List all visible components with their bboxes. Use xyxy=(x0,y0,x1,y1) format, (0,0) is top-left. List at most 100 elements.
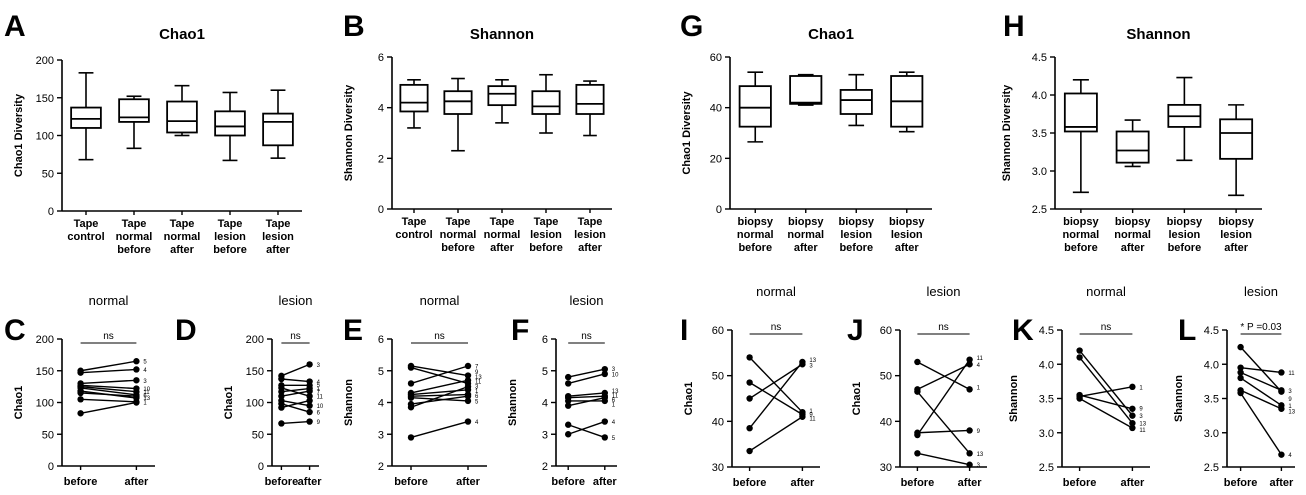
pair-line xyxy=(1079,386,1133,398)
x-tick-label: normal xyxy=(787,229,824,241)
y-axis-label: Chao1 xyxy=(851,382,863,416)
pair-line xyxy=(568,395,605,399)
x-tick-label: Tape xyxy=(402,216,427,228)
chart-title: normal xyxy=(89,293,129,308)
point-after xyxy=(1129,412,1136,419)
point-after xyxy=(464,418,472,425)
box-iqr xyxy=(1115,130,1150,164)
y-tick-label: 5 xyxy=(378,366,384,378)
box-iqr xyxy=(789,75,823,105)
point-before xyxy=(746,424,753,432)
point-before xyxy=(1237,389,1244,397)
sample-label: 10 xyxy=(612,372,619,378)
point-after xyxy=(601,365,608,373)
point-after xyxy=(1129,424,1136,432)
y-axis-label: Shannon xyxy=(507,379,519,426)
y-tick-label: 3.5 xyxy=(1032,128,1047,140)
box-iqr xyxy=(262,112,294,147)
box-2 xyxy=(118,95,150,150)
box-3 xyxy=(166,84,198,137)
point-after xyxy=(966,386,973,393)
x-tick-label: lesion xyxy=(262,231,294,243)
significance-label: ns xyxy=(581,331,592,342)
pair-6 xyxy=(278,387,313,400)
panel-letter-d: D xyxy=(175,314,197,347)
sample-label: 1 xyxy=(143,400,147,406)
pair-4 xyxy=(407,377,472,397)
y-tick-label: 0 xyxy=(48,206,54,218)
box-4 xyxy=(1219,104,1254,197)
pair-line xyxy=(80,401,137,414)
y-tick-label: 100 xyxy=(246,398,264,410)
pair-line xyxy=(1240,389,1282,410)
sample-label: 7 xyxy=(317,390,321,396)
sample-label: 1 xyxy=(977,386,981,392)
pair-2 xyxy=(77,366,140,376)
y-tick-label: 40 xyxy=(710,103,722,115)
pair-line xyxy=(916,359,971,436)
box-iqr xyxy=(118,98,150,123)
x-tick-label: before xyxy=(529,242,563,254)
pair-line xyxy=(281,399,310,409)
pair-line xyxy=(749,363,803,400)
sample-label: 11 xyxy=(475,380,482,386)
sample-label: 13 xyxy=(1139,422,1146,428)
x-tick-label: before xyxy=(738,242,772,254)
sample-label: 3 xyxy=(475,384,479,390)
y-tick-label: 6 xyxy=(542,334,548,346)
sample-label: 13 xyxy=(809,358,816,364)
point-before xyxy=(407,364,415,371)
sample-label: 4 xyxy=(317,380,321,386)
x-tick-label: lesion xyxy=(840,229,872,241)
x-tick-label: before xyxy=(733,477,767,489)
y-tick-label: 2 xyxy=(378,153,384,165)
point-after xyxy=(601,394,608,401)
pair-10 xyxy=(278,418,313,427)
point-before xyxy=(77,410,84,417)
point-before xyxy=(278,420,285,427)
pair-line xyxy=(1240,371,1282,391)
x-tick-label: normal xyxy=(1114,229,1151,241)
pair-line xyxy=(410,395,469,405)
x-tick-label: Tape xyxy=(74,218,99,230)
significance-label: ns xyxy=(1101,322,1112,333)
sample-label: 4 xyxy=(977,363,981,369)
point-before xyxy=(77,369,84,376)
chart-title: Shannon xyxy=(470,26,534,43)
y-axis-label: Shannon Diversity xyxy=(1001,84,1013,181)
x-tick-label: before xyxy=(213,244,247,256)
chart-title: lesion xyxy=(1244,284,1278,299)
x-tick-label: before xyxy=(901,477,935,489)
pair-2 xyxy=(914,361,973,393)
y-tick-label: 40 xyxy=(712,416,724,428)
y-tick-label: 50 xyxy=(42,429,54,441)
x-tick-label: after xyxy=(124,476,149,488)
pair-9 xyxy=(278,397,313,411)
point-before xyxy=(407,394,415,401)
x-tick-label: lesion xyxy=(214,231,246,243)
point-after xyxy=(966,461,973,468)
sample-label: 6 xyxy=(143,393,147,399)
point-before xyxy=(565,397,572,405)
panel-letter-a: A xyxy=(4,10,26,43)
y-tick-label: 4 xyxy=(378,103,384,115)
pair-line xyxy=(749,361,803,429)
pair-8 xyxy=(77,389,140,400)
sample-label: 9 xyxy=(1139,407,1143,413)
pair-line xyxy=(410,420,469,439)
pair-line xyxy=(281,378,310,383)
x-tick-label: biopsy xyxy=(788,216,824,228)
chart-title: lesion xyxy=(927,284,961,299)
pair-line xyxy=(1079,356,1133,424)
point-before xyxy=(746,395,753,402)
sample-label: 4 xyxy=(475,420,479,426)
point-before xyxy=(407,434,415,441)
point-before xyxy=(278,388,285,395)
y-tick-label: 50 xyxy=(42,168,54,180)
y-tick-label: 3 xyxy=(378,429,384,441)
point-after xyxy=(601,434,608,441)
sample-label: 13 xyxy=(1288,409,1295,415)
pair-1 xyxy=(407,362,472,379)
pair-line xyxy=(568,373,605,385)
